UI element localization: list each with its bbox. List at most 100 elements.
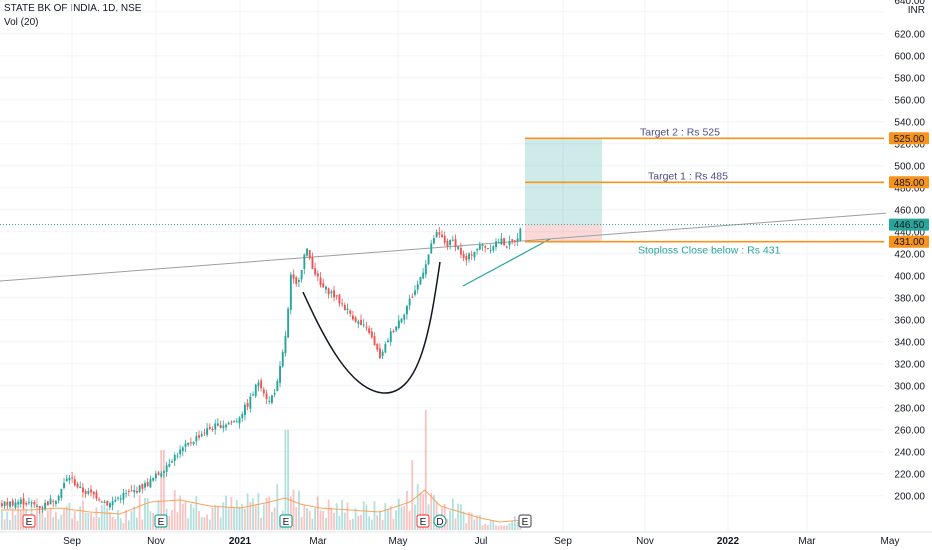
earnings-marker[interactable]	[154, 514, 168, 528]
volume-bar	[190, 503, 192, 530]
candle	[235, 421, 238, 423]
candle	[389, 331, 392, 342]
volume-bar	[495, 525, 497, 530]
candle	[489, 249, 492, 251]
candle	[376, 343, 379, 350]
candle	[254, 384, 257, 397]
candle	[152, 477, 155, 481]
candle	[387, 340, 389, 343]
candle	[408, 298, 411, 306]
candle	[497, 242, 500, 244]
volume-bar	[241, 504, 244, 530]
volume-bar	[397, 498, 400, 530]
volume-bar	[465, 523, 468, 530]
candle	[211, 429, 214, 431]
level-label: Stoploss Close below : Rs 431	[638, 245, 781, 257]
level-lines[interactable]: Target 2 : Rs 525 Target 1 : Rs 485 Stoplo…	[525, 126, 884, 257]
candle	[514, 240, 516, 242]
volume-bar	[176, 512, 179, 530]
candle	[411, 296, 414, 298]
candle	[19, 499, 22, 504]
volume-bar	[449, 510, 451, 530]
candle	[119, 498, 122, 500]
candle	[281, 352, 284, 367]
candle	[438, 232, 441, 235]
candle	[195, 436, 198, 442]
volume-bar	[360, 514, 362, 530]
candle	[397, 320, 400, 329]
volume-bar	[106, 508, 109, 530]
volume-bar	[411, 460, 414, 530]
volume-bar	[357, 515, 360, 530]
volume-bar	[119, 518, 122, 530]
candle	[41, 507, 44, 509]
candle	[100, 501, 103, 503]
volume-bar	[44, 517, 46, 530]
y-tick-label: 640.00	[894, 0, 925, 7]
volume-bar	[1, 510, 3, 530]
volume-bar	[14, 515, 17, 530]
volume-bar	[514, 516, 516, 530]
candle	[217, 423, 219, 426]
y-tick-label: 500.00	[894, 161, 925, 172]
volume-bar	[46, 510, 49, 530]
volume-bar	[225, 495, 227, 530]
candle	[90, 489, 92, 493]
candle	[492, 246, 495, 251]
candle	[133, 490, 136, 493]
flag-support-line[interactable]	[462, 238, 551, 287]
earnings-marker[interactable]	[279, 514, 293, 528]
volume-bar	[233, 507, 235, 530]
candle	[68, 477, 71, 481]
x-tick-label: May	[881, 536, 900, 547]
volume-bar	[19, 510, 22, 530]
candles	[1, 226, 522, 514]
candle	[454, 238, 457, 248]
candle	[33, 502, 36, 505]
candle	[352, 315, 354, 320]
candle	[395, 326, 398, 331]
candle	[300, 270, 303, 280]
volume-bar	[219, 517, 222, 530]
candle	[114, 499, 117, 502]
volume-bar	[433, 495, 435, 530]
candle	[149, 479, 152, 488]
candle	[1, 503, 3, 507]
candle	[433, 238, 435, 244]
earnings-marker[interactable]	[22, 514, 36, 528]
level-price-tag	[889, 176, 929, 189]
cup-pattern-curve[interactable]	[302, 261, 441, 394]
y-tick-label: 560.00	[894, 95, 925, 106]
candle	[265, 393, 268, 400]
candle	[71, 477, 74, 479]
earnings-marker[interactable]	[518, 514, 532, 528]
candle	[298, 280, 300, 282]
candle	[308, 250, 311, 259]
y-tick-label: 480.00	[894, 183, 925, 194]
earnings-marker[interactable]	[416, 514, 430, 528]
candle	[233, 421, 236, 423]
candle	[130, 490, 133, 492]
trend-line[interactable]	[0, 212, 889, 282]
y-axis-unit: INR	[908, 5, 925, 16]
candle	[373, 336, 376, 346]
volume-bar	[365, 504, 368, 530]
volume-bar	[84, 512, 87, 530]
volume-bar	[335, 503, 338, 530]
dividend-marker[interactable]	[433, 514, 447, 528]
candle	[384, 344, 387, 353]
volume-bar	[163, 450, 165, 530]
candle	[244, 404, 246, 416]
volume-bar	[343, 512, 346, 530]
candle	[6, 501, 9, 506]
volume-bar	[130, 510, 133, 530]
candle	[203, 432, 206, 434]
x-tick-label: Sep	[63, 536, 81, 547]
volume-bar	[100, 505, 103, 530]
candle	[38, 505, 41, 509]
candle	[22, 498, 25, 505]
candle	[136, 491, 138, 493]
event-marker-label: E	[522, 517, 529, 528]
